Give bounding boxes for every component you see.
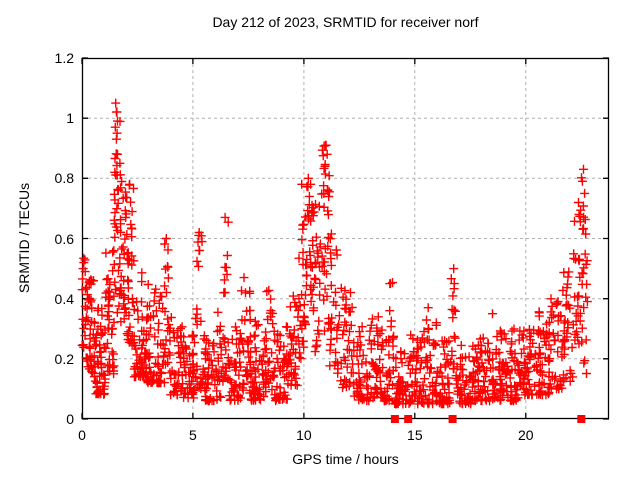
- y-tick-label: 0.4: [54, 290, 74, 307]
- y-tick-label: 0.8: [54, 170, 74, 187]
- y-tick-label: 0: [66, 411, 74, 427]
- gridlines: [82, 58, 609, 419]
- flag-square-marker: [404, 415, 413, 423]
- x-tick-label: 0: [78, 427, 86, 443]
- y-tick-label: 1: [66, 110, 74, 127]
- flag-square-marker: [448, 415, 457, 423]
- x-tick-label: 15: [407, 427, 423, 443]
- flag-square-marker: [390, 415, 399, 423]
- tick-marks: [81, 57, 609, 420]
- x-tick-label: 10: [296, 427, 312, 443]
- y-tick-label: 1.2: [54, 50, 74, 66]
- chart-title: Day 212 of 2023, SRMTID for receiver nor…: [212, 14, 479, 30]
- plot-area: [77, 57, 610, 423]
- x-axis-label: GPS time / hours: [292, 451, 399, 467]
- x-tick-label: 5: [189, 427, 197, 443]
- scatter-points: [77, 98, 592, 409]
- x-tick-label: 20: [517, 427, 534, 443]
- y-tick-label: 0.6: [54, 230, 74, 247]
- flag-square-marker: [577, 415, 586, 423]
- y-tick-label: 0.2: [54, 350, 74, 367]
